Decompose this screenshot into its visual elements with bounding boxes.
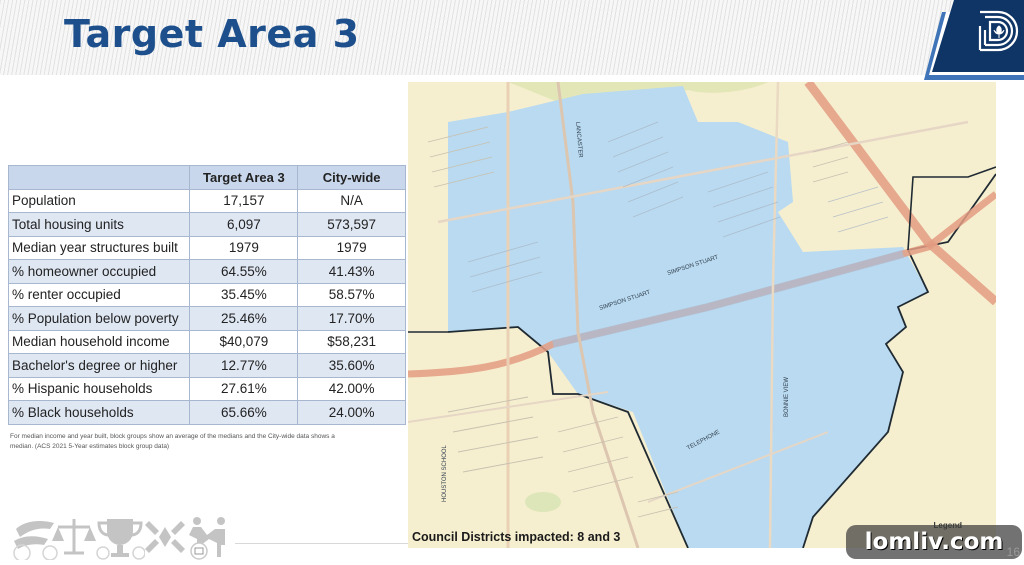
city-value: 41.43% — [297, 259, 406, 284]
table-row: Population 17,157 N/A — [7, 188, 406, 213]
slide-header: Target Area 3 — [0, 0, 1024, 75]
target-value: 65.66% — [189, 400, 299, 425]
target-value: 1979 — [189, 235, 299, 260]
svg-text:HOUSTON SCHOOL: HOUSTON SCHOOL — [442, 444, 448, 502]
map-graphic: LANCASTER SIMPSON STUART SIMPSON STUART … — [408, 82, 996, 548]
table-row: Total housing units 6,097 573,597 — [7, 212, 406, 237]
target-value: 25.46% — [189, 306, 299, 331]
table-row: % Black households 65.66% 24.00% — [7, 400, 406, 425]
row-label: Population — [7, 188, 191, 213]
row-label: Median year structures built — [7, 235, 191, 260]
people-icon — [189, 517, 225, 560]
table-footnote: For median income and year built, block … — [10, 433, 335, 450]
city-value: 58.57% — [297, 282, 406, 307]
target-value: 27.61% — [189, 376, 299, 401]
logo-panel — [932, 0, 1024, 72]
row-label: % Hispanic households — [7, 376, 191, 401]
slide-title: Target Area 3 — [64, 12, 360, 56]
table-row: % homeowner occupied 64.55% 41.43% — [7, 259, 406, 284]
row-label: % renter occupied — [7, 282, 191, 307]
table-row: % Population below poverty 25.46% 17.70% — [7, 306, 406, 331]
target-area-map[interactable]: LANCASTER SIMPSON STUART SIMPSON STUART … — [408, 82, 996, 548]
footer-divider — [235, 543, 410, 544]
svg-text:LANCASTER: LANCASTER — [574, 122, 583, 159]
council-districts-caption: Council Districts impacted: 8 and 3 — [412, 530, 621, 544]
dallas-d-logo-icon — [978, 10, 1019, 52]
table-row: Median household income $40,079 $58,231 — [7, 329, 406, 354]
table-row: Bachelor's degree or higher 12.77% 35.60… — [7, 353, 406, 378]
city-value: 1979 — [297, 235, 406, 260]
slide-page-number: 16 — [1006, 545, 1020, 559]
row-label: Total housing units — [7, 212, 191, 237]
target-value: 35.45% — [189, 282, 299, 307]
city-value: 42.00% — [297, 376, 406, 401]
target-value: 12.77% — [189, 353, 299, 378]
table-header-row: Target Area 3 City-wide — [7, 165, 406, 190]
target-value: 64.55% — [189, 259, 299, 284]
header-city-wide: City-wide — [297, 165, 406, 190]
row-label: Bachelor's degree or higher — [7, 353, 191, 378]
watermark: lomliv.com — [846, 525, 1022, 559]
city-logo — [924, 0, 1024, 80]
footer-icons — [0, 515, 420, 565]
demographics-table: Target Area 3 City-wide Population 17,15… — [7, 165, 406, 425]
city-value: N/A — [297, 188, 406, 213]
row-label: % Black households — [7, 400, 191, 425]
row-label: % homeowner occupied — [7, 259, 191, 284]
target-value: 17,157 — [189, 188, 299, 213]
city-value: 35.60% — [297, 353, 406, 378]
row-label: % Population below poverty — [7, 306, 191, 331]
trophy-icon — [96, 519, 145, 560]
city-value: 17.70% — [297, 306, 406, 331]
header-target-area: Target Area 3 — [189, 165, 299, 190]
city-value: 573,597 — [297, 212, 406, 237]
header-blank — [7, 165, 191, 190]
row-label: Median household income — [7, 329, 191, 354]
x-pattern-icon — [145, 521, 185, 553]
svg-text:BONNIE VIEW: BONNIE VIEW — [784, 377, 790, 417]
justice-scales-icon — [52, 519, 96, 555]
table-row: % renter occupied 35.45% 58.57% — [7, 282, 406, 307]
city-value: 24.00% — [297, 400, 406, 425]
table-row: % Hispanic households 27.61% 42.00% — [7, 376, 406, 401]
community-hands-icon — [13, 521, 58, 560]
target-value: 6,097 — [189, 212, 299, 237]
table-row: Median year structures built 1979 1979 — [7, 235, 406, 260]
city-value: $58,231 — [297, 329, 406, 354]
target-value: $40,079 — [189, 329, 299, 354]
